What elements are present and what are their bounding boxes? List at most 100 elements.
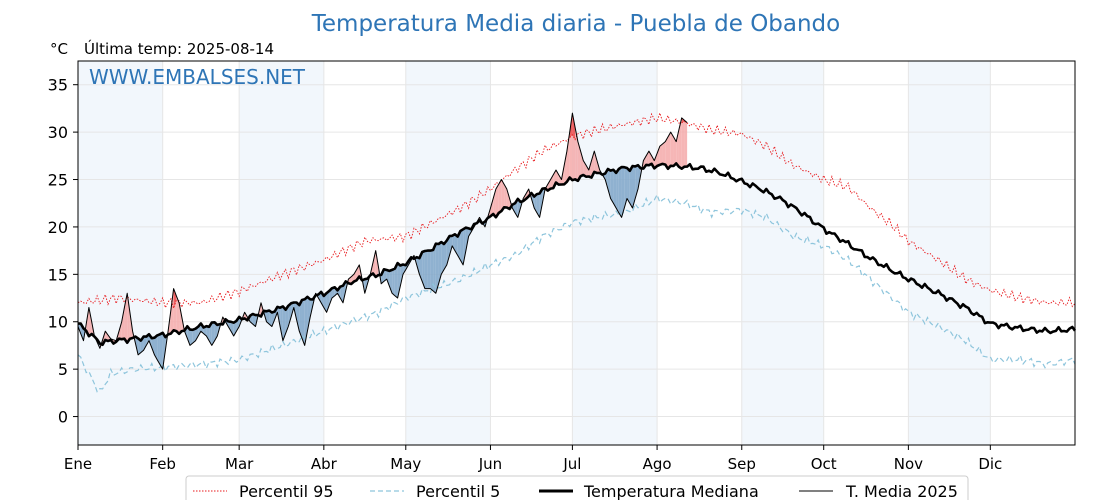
fill-below-median [154, 335, 158, 360]
legend-label-p5: Percentil 5 [416, 482, 500, 500]
x-tick-label-feb: Feb [149, 455, 176, 473]
y-tick-label: 25 [48, 171, 68, 190]
fill-above-median [681, 117, 685, 169]
fill-above-median [501, 179, 505, 212]
fill-below-median [301, 299, 305, 346]
fill-below-median [282, 306, 286, 341]
fill-below-median [211, 322, 215, 346]
fill-above-median [495, 184, 499, 218]
fill-below-median [441, 242, 445, 275]
fill-above-median [659, 143, 663, 165]
fill-below-median [288, 303, 292, 327]
y-tick-label: 5 [58, 360, 68, 379]
fill-above-median [665, 136, 669, 169]
y-tick-label: 15 [48, 265, 68, 284]
fill-below-median [162, 332, 166, 370]
fill-below-median [383, 269, 387, 282]
legend: Percentil 95 Percentil 5 Temperatura Med… [185, 475, 969, 500]
fill-above-p95 [173, 288, 177, 309]
fill-below-median [629, 166, 633, 208]
fill-above-median [170, 288, 174, 334]
fill-above-median [684, 120, 688, 167]
fill-below-median [400, 264, 404, 287]
fill-below-median [266, 310, 270, 325]
fill-below-median [323, 293, 327, 313]
fill-below-median [444, 240, 447, 270]
fill-above-median [118, 321, 122, 340]
legend-label-median: Temperatura Mediana [583, 482, 759, 500]
fill-below-median [419, 251, 423, 282]
fill-above-median [594, 151, 597, 174]
fill-below-median [271, 311, 275, 327]
fill-above-median [373, 250, 376, 277]
fill-above-median [586, 165, 589, 177]
legend-label-p95: Percentil 95 [239, 482, 334, 500]
fill-above-median [673, 136, 677, 166]
fill-above-median [176, 295, 180, 334]
fill-below-median [454, 234, 458, 256]
watermark: WWW.EMBALSES.NET [89, 65, 306, 89]
y-tick-label: 0 [58, 408, 68, 427]
fill-below-median [438, 242, 442, 284]
x-tick-label-ago: Ago [643, 455, 672, 473]
plot-frame [77, 60, 1076, 446]
fill-below-median [610, 169, 614, 204]
fill-below-median [624, 167, 628, 208]
fill-below-median [621, 167, 625, 218]
x-tick-label-dic: Dic [978, 455, 1002, 473]
x-tick-label-jul: Jul [562, 455, 581, 473]
fill-below-median [534, 194, 537, 213]
x-tick-label-jun: Jun [478, 455, 502, 473]
fill-below-median [449, 235, 453, 256]
fill-above-median [105, 331, 109, 342]
fill-below-median [299, 299, 302, 339]
fill-below-median [627, 167, 630, 204]
fill-below-median [329, 288, 333, 306]
fill-below-median [157, 334, 160, 365]
fill-above-median [564, 151, 567, 185]
fill-below-median [416, 257, 420, 275]
month-band [572, 61, 658, 445]
fill-below-median [189, 329, 193, 346]
fill-above-median [121, 307, 125, 340]
fill-below-median [430, 249, 434, 291]
series-temperatura-mediana [77, 162, 1077, 347]
fill-below-median [422, 250, 425, 289]
fill-below-median [386, 270, 390, 287]
fill-below-median [214, 322, 218, 341]
fill-above-median [179, 302, 182, 334]
x-tick-label-nov: Nov [894, 455, 923, 473]
fill-above-p95 [572, 113, 576, 140]
fill-above-median [646, 151, 649, 166]
fill-below-median [252, 314, 256, 327]
x-tick-label-oct: Oct [811, 455, 837, 473]
fill-below-median [280, 306, 283, 341]
fill-above-median [670, 132, 674, 166]
fill-above-median [490, 198, 494, 217]
fill-below-median [536, 193, 540, 218]
fill-above-median [88, 307, 92, 337]
fill-below-median [539, 188, 543, 218]
fill-below-median [613, 169, 617, 208]
x-axis: Ene Feb Mar Abr May Jun Jul Ago Sep Oct Nov Dic [64, 445, 1002, 473]
fill-below-median [332, 287, 335, 299]
month-band [908, 61, 991, 445]
fill-below-median [192, 328, 196, 344]
y-tick-label: 35 [48, 76, 68, 95]
fill-above-median [668, 132, 671, 169]
unit-label: °C [50, 40, 68, 58]
fill-below-median [403, 264, 406, 275]
legend-box [185, 475, 969, 500]
fill-below-median [392, 268, 395, 296]
fill-below-median [151, 337, 155, 355]
y-tick-label: 20 [48, 218, 68, 237]
fill-below-median [632, 166, 636, 208]
x-tick-label-sep: Sep [728, 455, 756, 473]
fill-below-median [397, 263, 401, 299]
fill-below-median [427, 250, 431, 289]
month-band [78, 61, 163, 445]
last-temp-label: Última temp: 2025-08-14 [84, 39, 274, 58]
fill-below-median [517, 198, 521, 218]
series-t-media-2025 [77, 112, 688, 370]
fill-below-median [460, 229, 464, 265]
